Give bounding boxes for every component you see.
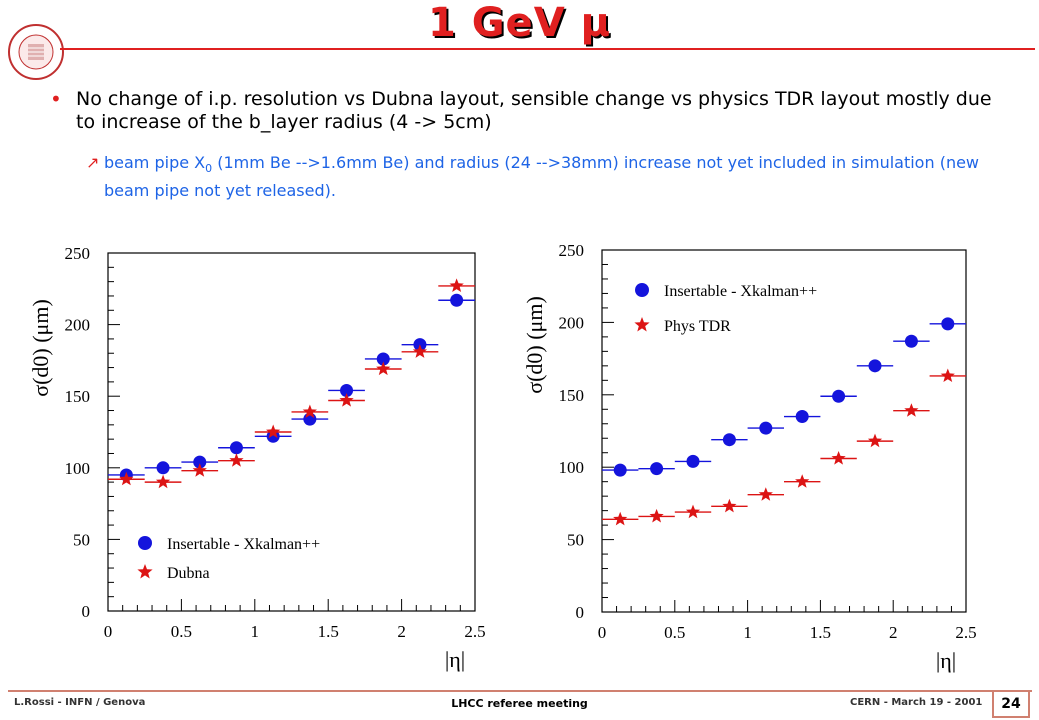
atlas-logo-icon xyxy=(8,24,64,80)
bullet-main-text: No change of i.p. resolution vs Dubna la… xyxy=(76,88,992,133)
footer-author: L.Rossi - INFN / Genova xyxy=(14,697,146,708)
data-point-star xyxy=(376,361,391,376)
y-tick-label: 150 xyxy=(65,387,91,406)
data-point-circle xyxy=(759,421,773,435)
data-point-star xyxy=(302,404,317,418)
y-tick-label: 100 xyxy=(65,459,91,478)
data-point-star xyxy=(867,433,883,448)
x-tick-label: 2.5 xyxy=(955,623,976,642)
data-point-circle xyxy=(450,293,464,307)
data-point-circle xyxy=(722,433,736,447)
plot-frame xyxy=(107,252,476,612)
data-point-circle xyxy=(941,317,955,331)
y-tick-label: 250 xyxy=(559,241,585,260)
chart-right: 0 0.5 1 1.5 2 2.5 0 50 100 150 200 250 |η| σ(d0) (μm)… xyxy=(522,241,977,673)
x-tick-label: 1.5 xyxy=(318,622,339,641)
y-tick-label: 200 xyxy=(65,316,91,335)
atlas-pixel-logo xyxy=(6,22,66,82)
x-tick-label: 1.5 xyxy=(810,623,831,642)
legend-label: Insertable - Xkalman++ xyxy=(664,283,817,300)
x-tick-label: 1 xyxy=(743,623,752,642)
data-point-star xyxy=(119,471,134,486)
x-tick-label: 2.5 xyxy=(464,622,485,641)
bullet-sub-text: beam pipe X0 (1mm Be -->1.6mm Be) and ra… xyxy=(104,152,984,202)
data-point-star xyxy=(722,498,737,513)
data-point-circle xyxy=(156,461,170,475)
legend-label: Phys TDR xyxy=(664,318,731,335)
data-point-circle xyxy=(340,383,354,397)
y-tick-label: 50 xyxy=(73,530,90,549)
data-point-circle xyxy=(795,410,809,424)
legend-marker-circle xyxy=(635,283,649,297)
legend-marker-star xyxy=(137,564,153,579)
slide-title: 1 GeV μ xyxy=(427,0,612,46)
data-point-star xyxy=(192,463,207,477)
data-point-circle xyxy=(904,334,918,348)
data-point-star xyxy=(758,487,773,501)
x-tick-label: 0.5 xyxy=(171,622,192,641)
data-point-star xyxy=(449,278,464,292)
legend-marker-circle xyxy=(138,536,152,550)
bullet-sub-post: (1mm Be -->1.6mm Be) and radius (24 -->3… xyxy=(104,153,980,201)
x-tick-label: 2 xyxy=(889,623,898,642)
data-point-star xyxy=(940,368,955,382)
y-tick-label: 50 xyxy=(567,531,584,550)
data-point-circle xyxy=(868,359,882,373)
y-tick-label: 250 xyxy=(65,244,91,263)
data-point-circle xyxy=(686,454,700,468)
legend-marker-star xyxy=(634,317,650,332)
bullet-dot-icon: • xyxy=(50,87,62,111)
y-tick-label: 100 xyxy=(559,458,585,477)
data-point-circle xyxy=(613,463,627,477)
data-point-star xyxy=(613,511,628,526)
x-tick-label: 1 xyxy=(251,622,259,641)
x-axis-label: |η| xyxy=(936,648,956,673)
footer-divider xyxy=(8,690,1032,692)
x-axis-label: |η| xyxy=(445,647,465,672)
data-point-circle xyxy=(229,441,243,455)
data-point-circle xyxy=(832,389,846,403)
title-divider xyxy=(60,48,1035,50)
data-point-star xyxy=(904,403,919,417)
bullet-sub-pre: beam pipe X xyxy=(104,153,206,172)
y-axis-label: σ(d0) (μm) xyxy=(28,299,53,397)
data-point-star xyxy=(795,474,810,488)
footer-event: LHCC referee meeting xyxy=(451,697,588,710)
legend-label: Dubna xyxy=(167,565,210,582)
data-point-circle xyxy=(376,352,390,366)
data-point-star xyxy=(649,508,664,523)
x-tick-label: 0 xyxy=(598,623,607,642)
y-tick-label: 0 xyxy=(82,602,91,621)
y-tick-label: 0 xyxy=(576,603,585,622)
data-point-circle xyxy=(266,429,280,443)
chart-left: 0 0.5 1 1.5 2 2.5 0 50 100 150 200 250 |η| σ(d0) (μm)… xyxy=(28,244,486,672)
y-tick-label: 200 xyxy=(559,313,585,332)
data-point-circle xyxy=(193,455,207,469)
page-number: 24 xyxy=(992,690,1030,718)
footer-date: CERN - March 19 - 2001 xyxy=(850,697,983,708)
plot-frame xyxy=(601,249,967,613)
y-axis-label: σ(d0) (μm) xyxy=(522,296,547,394)
y-tick-label: 150 xyxy=(559,386,585,405)
x-tick-label: 2 xyxy=(397,622,406,641)
data-point-star xyxy=(229,453,244,467)
data-point-star xyxy=(685,504,701,519)
arrow-bullet-icon: ↗ xyxy=(86,153,100,172)
x-tick-label: 0.5 xyxy=(664,623,685,642)
data-point-star xyxy=(831,451,846,465)
data-point-star xyxy=(155,474,171,489)
data-point-circle xyxy=(650,462,664,476)
legend-label: Insertable - Xkalman++ xyxy=(167,536,320,553)
data-point-star xyxy=(339,393,354,407)
data-point-star xyxy=(266,424,281,439)
x-tick-label: 0 xyxy=(104,622,113,641)
data-point-star xyxy=(412,344,428,358)
bullet-sub-subscript: 0 xyxy=(205,162,213,176)
